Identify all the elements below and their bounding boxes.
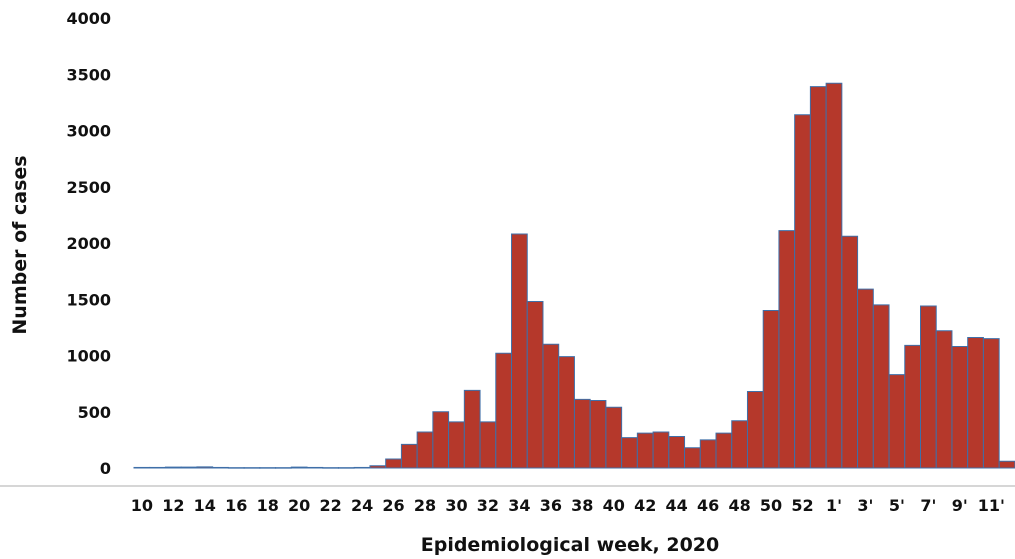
x-tick-label: 26 — [382, 496, 404, 515]
bar — [621, 437, 638, 469]
bar — [699, 439, 717, 469]
bar — [243, 467, 261, 469]
y-tick-label: 2000 — [66, 234, 111, 253]
bar — [448, 421, 465, 469]
y-tick-label: 1500 — [66, 290, 111, 309]
bar — [794, 114, 811, 469]
bars — [133, 82, 1015, 469]
x-tick-label: 44 — [666, 496, 688, 515]
x-tick-label: 18 — [257, 496, 279, 515]
bar — [337, 467, 355, 469]
x-tick-label: 7' — [920, 496, 936, 515]
x-tick-label: 30 — [445, 496, 467, 515]
y-axis-ticks: 0 500 1000 1500 2000 2500 3000 3500 4000 — [66, 9, 111, 478]
x-tick-label: 52 — [791, 496, 813, 515]
y-tick-label: 3500 — [66, 65, 111, 84]
y-axis-title: Number of cases — [9, 155, 31, 334]
bar — [149, 466, 166, 469]
bar — [636, 432, 654, 469]
bar — [290, 466, 308, 469]
x-tick-label: 12 — [162, 496, 184, 515]
bar — [306, 466, 324, 469]
bar — [212, 466, 229, 469]
x-tick-label: 10 — [131, 496, 153, 515]
bar — [605, 406, 623, 469]
x-tick-label: 38 — [571, 496, 593, 515]
bar — [998, 460, 1015, 469]
x-tick-label: 1' — [826, 496, 842, 515]
x-tick-label: 24 — [351, 496, 373, 515]
bar — [259, 467, 277, 469]
bar — [511, 233, 528, 469]
bar — [463, 389, 481, 469]
x-tick-label: 32 — [477, 496, 499, 515]
bar — [227, 467, 245, 469]
bar — [164, 466, 182, 469]
bar — [920, 305, 937, 469]
bar — [526, 301, 544, 469]
bar — [495, 352, 513, 469]
bar — [558, 356, 575, 469]
bar — [746, 391, 764, 469]
bar — [668, 436, 686, 469]
bar — [589, 400, 607, 469]
bar — [400, 443, 418, 469]
bar — [872, 304, 890, 469]
x-tick-label: 5' — [889, 496, 905, 515]
bar — [573, 398, 591, 469]
x-tick-label: 28 — [414, 496, 436, 515]
y-tick-label: 1000 — [66, 347, 111, 366]
bar — [778, 230, 796, 469]
bar — [479, 421, 497, 469]
x-axis-ticks: 10 12 14 16 18 20 22 24 26 28 30 32 34 36 38 40 42 44 46 48… — [131, 496, 1005, 515]
x-tick-label: 3' — [857, 496, 873, 515]
bar — [416, 431, 434, 469]
y-tick-label: 500 — [78, 403, 111, 422]
bar — [369, 465, 387, 469]
y-tick-label: 0 — [100, 459, 111, 478]
x-tick-label: 14 — [194, 496, 216, 515]
x-tick-label: 48 — [728, 496, 750, 515]
y-tick-label: 3000 — [66, 122, 111, 141]
bar — [731, 420, 748, 469]
bar — [888, 374, 906, 469]
x-tick-label: 40 — [603, 496, 625, 515]
y-tick-label: 2500 — [66, 178, 111, 197]
bar — [982, 338, 1000, 469]
bar — [542, 343, 560, 469]
x-tick-label: 16 — [225, 496, 247, 515]
bar — [385, 458, 402, 469]
bar — [353, 466, 371, 469]
x-tick-label: 46 — [697, 496, 719, 515]
bar — [857, 288, 874, 469]
bar — [825, 82, 843, 469]
y-tick-label: 4000 — [66, 9, 111, 28]
x-axis-title: Epidemiological week, 2020 — [421, 534, 720, 556]
bar — [684, 447, 701, 469]
bar — [904, 344, 922, 469]
x-tick-label: 42 — [634, 496, 656, 515]
bar — [275, 467, 292, 469]
bar — [652, 431, 670, 469]
x-tick-label: 36 — [540, 496, 562, 515]
x-tick-label: 50 — [760, 496, 782, 515]
bar — [180, 466, 198, 469]
x-tick-label: 9' — [952, 496, 968, 515]
bar — [809, 86, 827, 469]
x-tick-label: 20 — [288, 496, 310, 515]
bar — [935, 330, 953, 469]
bar — [196, 466, 214, 469]
x-tick-label: 11' — [978, 496, 1005, 515]
bar — [432, 411, 450, 469]
bar — [967, 337, 984, 469]
x-tick-label: 34 — [508, 496, 530, 515]
bar — [133, 466, 151, 469]
bar — [762, 310, 780, 469]
bar — [841, 235, 859, 469]
bar — [715, 432, 733, 469]
bar — [951, 346, 969, 469]
x-tick-label: 22 — [319, 496, 341, 515]
bar — [322, 467, 339, 469]
